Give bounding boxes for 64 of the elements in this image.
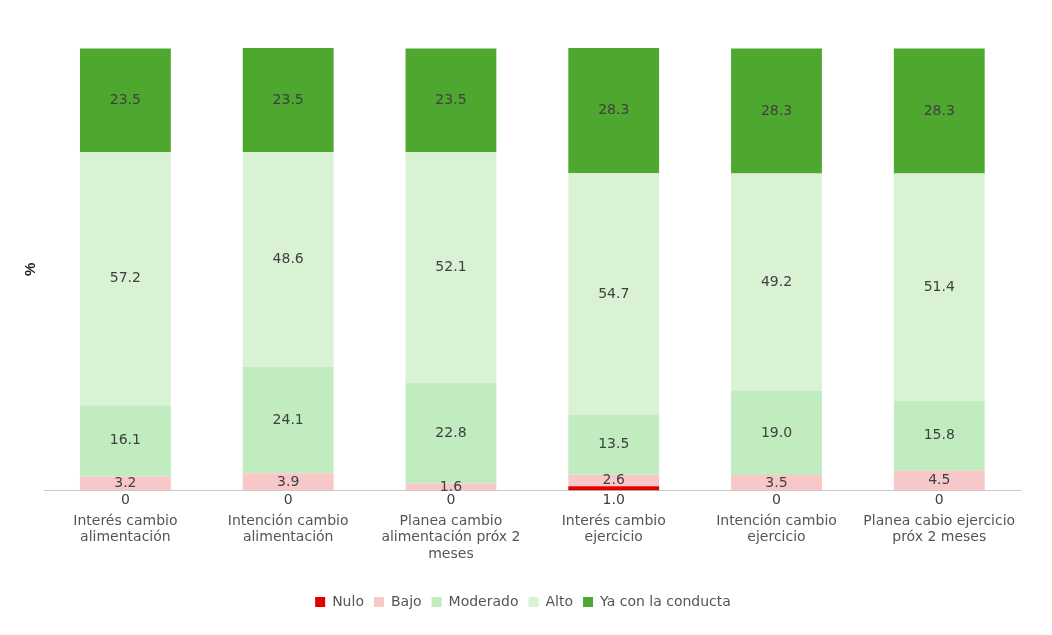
bar (893, 173, 985, 401)
bar (568, 173, 660, 415)
bar (242, 151, 334, 367)
data-label: 0 (772, 491, 781, 508)
data-label: 51.4 (923, 277, 955, 294)
bar (242, 473, 334, 491)
data-label: 52.1 (435, 258, 467, 275)
legend-label: Nulo (332, 592, 364, 609)
bar (731, 173, 822, 392)
data-label: 28.3 (598, 101, 630, 118)
data-label: 0 (283, 491, 293, 508)
data-label: 13.5 (598, 435, 630, 452)
legend-label: Ya con la conducta (599, 592, 731, 609)
bar (79, 405, 171, 477)
bar (405, 152, 497, 383)
legend-label: Alto (545, 592, 574, 609)
data-label: 48.6 (272, 249, 304, 266)
data-label: 3.9 (277, 472, 300, 489)
legend-label: Moderado (448, 592, 519, 609)
bar (568, 486, 660, 491)
bar (79, 476, 171, 491)
data-label: 2.6 (602, 471, 625, 488)
data-label: 28.3 (923, 101, 955, 118)
data-label: 0 (934, 491, 944, 508)
data-label: 24.1 (272, 410, 304, 427)
data-label: 15.8 (923, 426, 955, 443)
data-label: 1.0 (602, 491, 625, 508)
bar (893, 400, 985, 471)
bar (731, 391, 822, 476)
data-label: 49.2 (760, 272, 793, 289)
data-label: 0 (446, 491, 456, 508)
bar (568, 48, 660, 174)
data-label: 19.0 (760, 423, 793, 440)
bar (79, 152, 171, 406)
data-label: 23.5 (435, 91, 467, 108)
x-tick-label: Planea cambio alimentación próx 2 meses (381, 511, 521, 562)
data-label: 28.3 (760, 101, 793, 118)
x-tick-label: Planea cabio ejercicio próx 2 meses (863, 511, 1016, 545)
data-label: 16.1 (109, 431, 141, 448)
data-label: 23.5 (109, 91, 141, 108)
x-tick-label: Interés cambio alimentación (73, 511, 178, 545)
data-label: 0 (120, 491, 130, 508)
bar (79, 48, 171, 153)
y-axis-title: % (21, 262, 39, 276)
x-tick-label: Interés cambio ejercicio (561, 511, 666, 545)
legend-label: Bajo (390, 592, 422, 609)
data-label: 22.8 (435, 423, 467, 440)
bar (242, 366, 334, 474)
bar (242, 48, 334, 152)
data-label: 23.5 (272, 90, 304, 107)
bar (893, 470, 985, 491)
x-tick-label: Intención cambio alimentación (227, 511, 349, 545)
data-label: 4.5 (928, 471, 951, 488)
data-label: 1.6 (439, 477, 463, 494)
bar (731, 475, 822, 491)
data-label: 54.7 (598, 284, 630, 301)
data-label: 57.2 (109, 269, 141, 286)
data-label: 3.2 (114, 474, 137, 491)
x-tick-label: Intención cambio ejercicio (716, 511, 837, 545)
data-label: 3.5 (765, 473, 788, 490)
bar (568, 414, 660, 475)
bar (893, 48, 985, 174)
bar (405, 48, 497, 153)
bar (731, 48, 822, 174)
